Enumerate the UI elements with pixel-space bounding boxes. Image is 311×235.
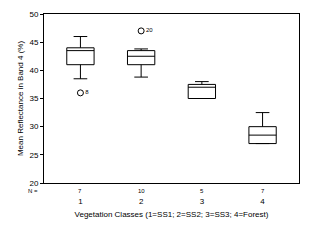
svg-text:8: 8 [85, 89, 89, 95]
svg-text:30: 30 [29, 122, 38, 131]
svg-text:7: 7 [78, 188, 82, 194]
svg-text:40: 40 [29, 66, 38, 75]
svg-text:5: 5 [200, 188, 204, 194]
svg-text:45: 45 [29, 38, 38, 47]
svg-text:20: 20 [29, 179, 38, 188]
svg-text:25: 25 [29, 151, 38, 160]
svg-text:Mean Reflectance in Band 4 (%): Mean Reflectance in Band 4 (%) [16, 41, 25, 157]
svg-text:20: 20 [146, 27, 153, 33]
svg-text:N =: N = [28, 188, 38, 194]
svg-text:50: 50 [29, 10, 38, 19]
svg-text:1: 1 [78, 197, 83, 206]
svg-text:3: 3 [200, 197, 205, 206]
svg-text:7: 7 [261, 188, 265, 194]
svg-text:35: 35 [29, 94, 38, 103]
svg-text:2: 2 [139, 197, 144, 206]
svg-text:4: 4 [260, 197, 265, 206]
svg-text:Vegetation Classes (1=SS1; 2=S: Vegetation Classes (1=SS1; 2=SS2; 3=SS3;… [75, 210, 269, 219]
svg-text:10: 10 [138, 188, 145, 194]
